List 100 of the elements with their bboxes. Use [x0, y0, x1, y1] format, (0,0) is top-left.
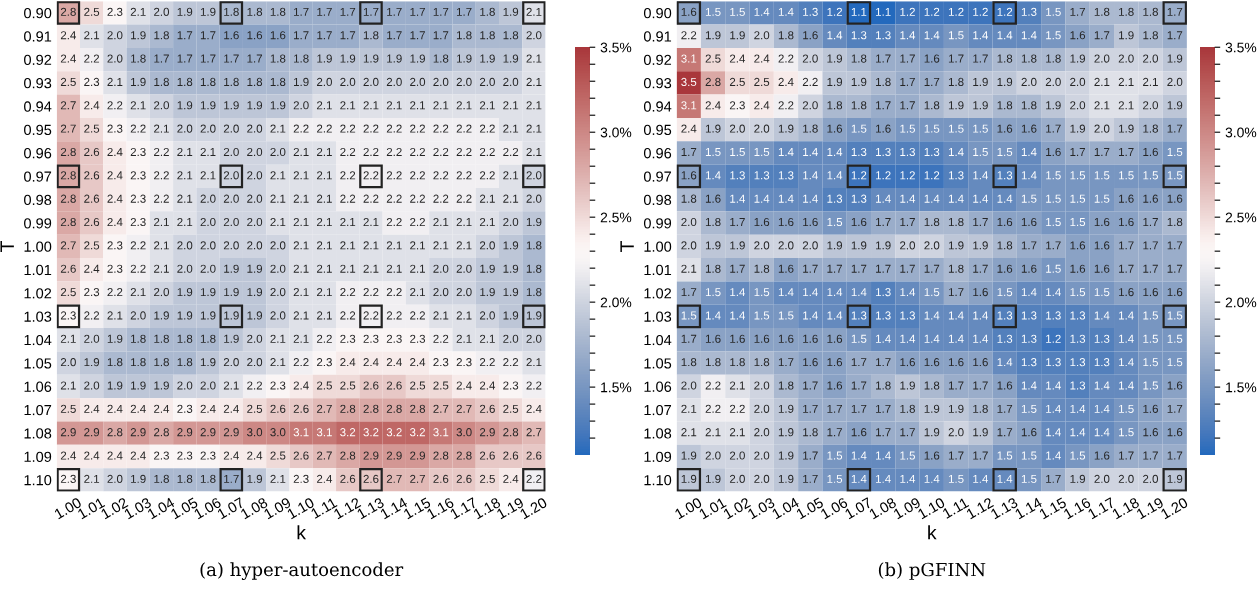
color-bar-label: 1.5% [601, 382, 632, 393]
data-label: 1.9 [317, 54, 332, 63]
data-label: 2.0 [456, 264, 472, 273]
data-label: 1.4 [705, 171, 721, 180]
data-label: 1.9 [247, 288, 263, 297]
data-label: 2.2 [410, 217, 425, 227]
data-label: 1.8 [803, 428, 818, 437]
data-label: 1.9 [1167, 101, 1183, 110]
data-label: 1.4 [1119, 381, 1134, 390]
data-label: 1.8 [827, 101, 843, 110]
data-label: 2.0 [386, 77, 402, 87]
data-label: 1.8 [1167, 217, 1183, 227]
data-label: 1.9 [363, 54, 379, 63]
data-label: 1.9 [177, 311, 193, 320]
data-label: 1.4 [730, 194, 746, 203]
data-label: 2.2 [410, 124, 425, 133]
data-label: 1.8 [681, 358, 697, 367]
data-label: 1.7 [924, 77, 940, 86]
data-label: 1.9 [827, 77, 843, 87]
data-label: 1.9 [1070, 474, 1086, 483]
data-label: 2.1 [223, 381, 239, 390]
data-label: 3.0 [247, 428, 263, 437]
data-label: 2.1 [503, 171, 519, 180]
data-label: 2.0 [479, 311, 495, 320]
data-label: 1.8 [924, 381, 940, 390]
y-tick-label: 0.95 [643, 124, 672, 136]
data-label: 1.8 [526, 264, 542, 273]
data-label: 1.9 [973, 101, 988, 110]
data-label: 1.6 [803, 334, 818, 343]
data-label: 1.7 [681, 334, 697, 343]
y-tick-label: 0.90 [24, 7, 52, 19]
data-label: 2.8 [340, 404, 356, 413]
data-label: 1.7 [1119, 148, 1134, 156]
data-label: 1.9 [778, 124, 794, 133]
data-label: 2.0 [200, 264, 216, 273]
data-label: 1.7 [433, 31, 449, 40]
data-label: 3.0 [456, 428, 472, 437]
data-label: 1.9 [705, 241, 721, 250]
data-label: 1.6 [1094, 217, 1110, 227]
data-label: 1.7 [973, 218, 988, 227]
data-label: 3.1 [433, 428, 449, 437]
data-label: 1.3 [876, 311, 891, 320]
data-label: 1.8 [154, 77, 169, 87]
data-label: 1.7 [1046, 124, 1061, 133]
y-axis-title: T [620, 240, 634, 252]
data-label: 2.2 [363, 171, 379, 180]
data-label: 1.9 [973, 77, 988, 87]
data-label: 1.9 [131, 77, 146, 87]
data-label: 2.4 [107, 451, 123, 460]
data-label: 2.2 [340, 288, 356, 297]
data-label: 1.6 [224, 31, 239, 40]
data-label: 1.8 [154, 474, 169, 483]
data-label: 1.9 [778, 404, 794, 413]
data-label: 1.8 [433, 54, 449, 63]
data-label: 2.3 [200, 451, 216, 460]
data-label: 2.4 [340, 358, 356, 367]
data-label: 2.5 [270, 451, 286, 460]
data-label: 1.6 [1143, 147, 1158, 157]
data-label: 1.9 [131, 31, 146, 40]
data-label: 1.8 [526, 241, 542, 250]
data-label: 1.5 [827, 218, 843, 227]
data-label: 2.5 [84, 7, 100, 16]
data-label: 1.7 [410, 31, 425, 40]
data-label: 2.1 [456, 101, 472, 110]
data-label: 1.5 [1167, 358, 1183, 367]
data-label: 2.8 [456, 451, 472, 460]
data-label: 1.8 [154, 358, 169, 367]
data-label: 1.5 [1143, 311, 1158, 320]
data-label: 1.7 [681, 148, 697, 156]
data-label: 1.7 [1167, 7, 1183, 16]
data-label: 1.5 [997, 148, 1013, 157]
data-label: 3.1 [293, 428, 309, 437]
y-tick-label: 1.05 [644, 358, 672, 369]
data-label: 2.4 [363, 358, 379, 367]
data-label: 2.6 [60, 264, 76, 273]
data-label: 1.4 [997, 358, 1013, 367]
data-label: 2.9 [386, 451, 402, 460]
data-label: 1.3 [1094, 334, 1110, 343]
data-label: 1.8 [131, 54, 146, 63]
y-tick-label: 1.02 [644, 288, 672, 299]
data-label: 1.6 [1167, 194, 1183, 203]
data-label: 2.9 [60, 428, 76, 437]
data-label: 1.5 [730, 148, 745, 157]
data-label: 1.9 [480, 54, 495, 63]
data-label: 2.0 [681, 381, 697, 390]
data-label: 2.2 [433, 147, 449, 156]
data-label: 2.4 [130, 404, 146, 413]
data-label: 1.7 [827, 428, 842, 437]
data-label: 1.9 [827, 54, 843, 63]
data-label: 2.0 [526, 334, 542, 343]
data-label: 1.8 [270, 77, 286, 87]
data-label: 1.8 [778, 381, 794, 390]
data-label: 1.7 [317, 7, 332, 16]
data-label: 2.2 [433, 124, 449, 133]
data-label: 2.1 [293, 217, 309, 227]
y-tick-label: 0.97 [24, 171, 52, 182]
data-label: 1.4 [900, 194, 916, 203]
data-label: 2.0 [1094, 124, 1110, 133]
data-label: 1.3 [900, 311, 915, 320]
data-label: 1.7 [200, 54, 216, 63]
